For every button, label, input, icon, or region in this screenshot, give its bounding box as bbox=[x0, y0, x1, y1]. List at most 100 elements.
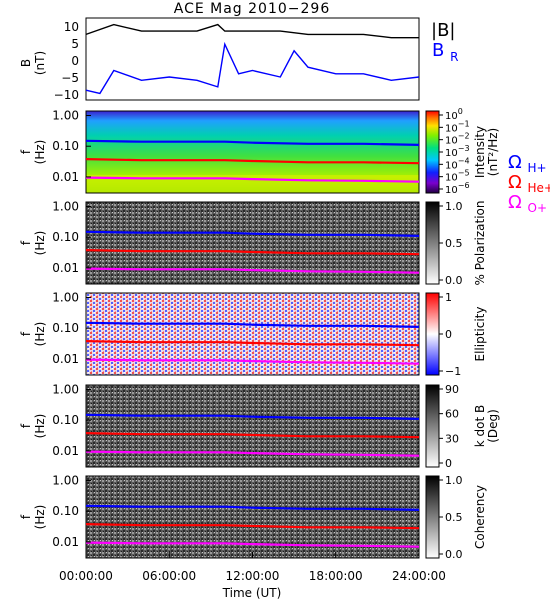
series-line-omega-h bbox=[85, 321, 420, 328]
panel-ytick: 0.10 bbox=[52, 504, 79, 518]
colorbar-tick-label: 10−3 bbox=[445, 144, 470, 159]
x-tick-label: 18:00:00 bbox=[309, 569, 363, 583]
panel-ylabel-2: (Hz) bbox=[33, 322, 47, 347]
panel-ylabel-1: f bbox=[19, 514, 33, 519]
panel-ytick: 0.10 bbox=[52, 321, 79, 335]
series-line-omega-he bbox=[85, 340, 420, 347]
series-line-omega-h bbox=[85, 230, 420, 237]
panel-mag: B (nT) 10 5 0 −5 −10 bbox=[19, 17, 420, 102]
series-line-omega-o bbox=[85, 541, 420, 548]
colorbar-tick-label: −1 bbox=[445, 365, 461, 378]
colorbar-tick-label: 0.0 bbox=[445, 548, 463, 561]
colorbar-polarization-label: % Polarization bbox=[473, 201, 487, 286]
panel-ylabel-1: f bbox=[19, 240, 33, 245]
colorbar-tick-label: 60 bbox=[445, 408, 459, 421]
series-line-omega-o bbox=[85, 176, 420, 183]
colorbar-ellipticity-bar bbox=[425, 292, 440, 376]
panel-ytick: 0.01 bbox=[52, 535, 79, 549]
colorbar-polarization-bar bbox=[425, 201, 440, 285]
panel-mag-lines bbox=[85, 23, 420, 95]
colorbar-tick-label: 10−4 bbox=[445, 156, 470, 171]
panel-ylabel-2: (Hz) bbox=[33, 414, 47, 439]
panel-intensity-frame bbox=[85, 110, 420, 194]
panel-mag-ytick: 5 bbox=[71, 37, 79, 51]
legend-omega-o: Ω O+ bbox=[508, 192, 547, 215]
colorbar-tick-label: 30 bbox=[445, 432, 459, 445]
panel-ylabel-1: f bbox=[19, 331, 33, 336]
colorbar-intensity-label-1: Intensity bbox=[473, 126, 487, 178]
legend-b-r-main: B bbox=[432, 40, 444, 61]
panel-ytick: 0.10 bbox=[52, 139, 79, 153]
panel-mag-ytick: −5 bbox=[61, 71, 79, 85]
legend-b-r: B R bbox=[432, 40, 458, 64]
legend-omega-he-sub: He+ bbox=[528, 181, 550, 195]
colorbar-tick-label: 100 bbox=[445, 107, 463, 122]
series-line-omega-h bbox=[85, 504, 420, 511]
series-line-omega-o bbox=[85, 358, 420, 365]
x-axis-label: Time (UT) bbox=[222, 586, 282, 600]
panel-ytick: 1.00 bbox=[52, 473, 79, 487]
panel-polarization-frame bbox=[85, 201, 420, 285]
ion-frequency-lines bbox=[85, 139, 420, 548]
x-tick-label: 12:00:00 bbox=[226, 569, 280, 583]
legend-b-r-sub: R bbox=[450, 50, 458, 64]
panel-ytick: 0.01 bbox=[52, 261, 79, 275]
colorbar-tick-label: 1.0 bbox=[445, 474, 463, 487]
colorbar-intensity-label-2: (nT²/Hz) bbox=[486, 128, 500, 176]
series-line-omega-he bbox=[85, 432, 420, 439]
x-tick-label: 00:00:00 bbox=[59, 569, 113, 583]
series-line-omega-h bbox=[85, 413, 420, 420]
colorbar-tick-label: 0.5 bbox=[445, 237, 463, 250]
legend-omega-o-main: Ω bbox=[508, 192, 522, 213]
colorbar-kdotb-label-2: (Deg) bbox=[486, 409, 500, 443]
series-line-omega-he bbox=[85, 249, 420, 256]
series-line-omega-h bbox=[85, 139, 420, 146]
panel-mag-ylabel-2: (nT) bbox=[33, 51, 47, 75]
spectrogram-axes: f (Hz)1.000.100.01f (Hz)1.000.100.01f (Hz)1… bbox=[19, 108, 91, 549]
colorbar-intensity-bar bbox=[425, 110, 440, 194]
panel-ylabel-2: (Hz) bbox=[33, 140, 47, 165]
colorbar-tick-label: 10−2 bbox=[445, 132, 470, 147]
x-axis: 00:00:00 06:00:00 12:00:00 18:00:00 24:00:00… bbox=[59, 552, 446, 600]
series-line-b-total bbox=[85, 23, 419, 39]
colorbar-tick-label: 1 bbox=[445, 291, 452, 304]
series-line-b-r bbox=[85, 41, 420, 95]
legend-omega-h: Ω H+ bbox=[508, 152, 547, 175]
colorbar-kdotb-label-1: k dot B bbox=[473, 405, 487, 447]
panel-ytick: 1.00 bbox=[52, 108, 79, 122]
colorbar-tick-label: 90 bbox=[445, 383, 459, 396]
panel-ylabel-2: (Hz) bbox=[33, 505, 47, 530]
colorbar-ellipticity-label: Ellipticity bbox=[473, 307, 487, 362]
colorbar-tick-label: 0 bbox=[445, 328, 452, 341]
panel-mag-ytick: 0 bbox=[71, 54, 79, 68]
series-line-omega-o bbox=[85, 267, 420, 274]
legend-top: |B| B R bbox=[431, 20, 458, 64]
colorbar-coherency-bar bbox=[425, 475, 440, 559]
colorbar-kdotb-bar bbox=[425, 384, 440, 468]
colorbar-polarization: 1.0 0.5 0.0 % Polarization bbox=[425, 200, 487, 287]
colorbar-coherency-label: Coherency bbox=[473, 485, 487, 549]
colorbar-tick-label: 10−1 bbox=[445, 119, 470, 134]
legend-ions: Ω H+ Ω He+ Ω O+ bbox=[508, 152, 550, 215]
panel-ytick: 0.10 bbox=[52, 413, 79, 427]
panel-ylabel-2: (Hz) bbox=[33, 231, 47, 256]
chart-title: ACE Mag 2010−296 bbox=[174, 1, 330, 17]
panel-ylabel-1: f bbox=[19, 423, 33, 428]
panel-ytick: 0.01 bbox=[52, 170, 79, 184]
panel-ytick: 0.10 bbox=[52, 230, 79, 244]
colorbar-kdotb: 90 60 30 0 k dot B (Deg) bbox=[425, 383, 500, 470]
panel-ylabel-1: f bbox=[19, 149, 33, 154]
series-line-omega-he bbox=[85, 158, 420, 165]
series-line-omega-he bbox=[85, 523, 420, 530]
panel-kdotb-frame bbox=[85, 384, 420, 468]
colorbar-tick-label: 0.0 bbox=[445, 274, 463, 287]
x-tick-label: 06:00:00 bbox=[142, 569, 196, 583]
colorbar-tick-label: 10−6 bbox=[445, 181, 470, 196]
panel-mag-ylabel-1: B bbox=[19, 59, 33, 67]
panel-ytick: 0.01 bbox=[52, 352, 79, 366]
legend-omega-o-sub: O+ bbox=[528, 201, 548, 215]
legend-omega-he-main: Ω bbox=[508, 172, 522, 193]
panel-mag-ytick: −10 bbox=[54, 88, 79, 102]
